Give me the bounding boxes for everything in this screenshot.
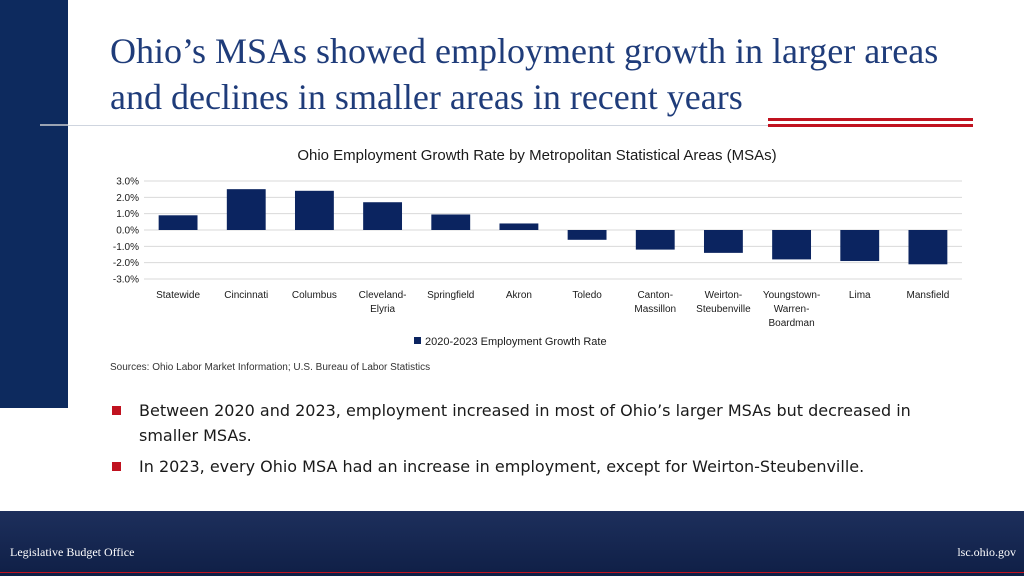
bar bbox=[840, 230, 880, 262]
y-tick-label: 2.0% bbox=[116, 193, 139, 204]
bars bbox=[158, 189, 948, 265]
red-line-1 bbox=[768, 118, 973, 121]
footer-website: lsc.ohio.gov bbox=[957, 545, 1016, 559]
x-tick-label: Youngstown-Warren-Boardman bbox=[763, 290, 820, 329]
bar bbox=[499, 223, 539, 230]
left-accent-bar bbox=[0, 0, 68, 408]
legend-label: 2020-2023 Employment Growth Rate bbox=[425, 336, 607, 348]
y-tick-label: 0.0% bbox=[116, 226, 139, 237]
legend-swatch bbox=[414, 337, 421, 344]
x-tick-label: Columbus bbox=[292, 290, 337, 301]
bullet-list: Between 2020 and 2023, employment increa… bbox=[112, 398, 972, 485]
red-line-2 bbox=[768, 124, 973, 127]
x-tick-label: Mansfield bbox=[907, 290, 950, 301]
x-tick-label: Weirton-Steubenville bbox=[696, 290, 751, 315]
x-tick-label: Cleveland-Elyria bbox=[359, 290, 407, 315]
y-tick-label: -1.0% bbox=[113, 242, 139, 253]
bullet-text: In 2023, every Ohio MSA had an increase … bbox=[139, 457, 865, 476]
bullet-text: Between 2020 and 2023, employment increa… bbox=[139, 401, 911, 445]
x-tick-label: Cincinnati bbox=[224, 290, 268, 301]
y-tick-label: -3.0% bbox=[113, 275, 139, 286]
bar bbox=[772, 230, 812, 260]
y-tick-label: 1.0% bbox=[116, 209, 139, 220]
x-tick-label: Statewide bbox=[156, 290, 200, 301]
title-divider-accent bbox=[40, 124, 68, 126]
slide-title: Ohio’s MSAs showed employment growth in … bbox=[110, 31, 939, 117]
x-tick-label: Toledo bbox=[572, 290, 602, 301]
bullet-square-icon bbox=[112, 462, 121, 471]
bar bbox=[226, 189, 266, 230]
bar bbox=[158, 215, 198, 230]
bullet-item: Between 2020 and 2023, employment increa… bbox=[112, 398, 972, 448]
x-tick-label: Lima bbox=[849, 290, 871, 301]
x-tick-label: Canton-Massillon bbox=[634, 290, 676, 315]
sources-note: Sources: Ohio Labor Market Information; … bbox=[110, 362, 431, 373]
gridlines bbox=[144, 180, 962, 280]
x-axis-labels: Statewide Cincinnati Columbus Cleveland-Ely… bbox=[156, 290, 949, 329]
title-divider bbox=[40, 125, 800, 126]
employment-growth-chart: Ohio Employment Growth Rate by Metropoli… bbox=[113, 147, 962, 348]
bar bbox=[363, 202, 403, 230]
y-axis-ticks: 3.0% 2.0% 1.0% 0.0% -1.0% -2.0% -3.0% bbox=[113, 177, 139, 286]
x-tick-label: Springfield bbox=[427, 290, 474, 301]
chart-title: Ohio Employment Growth Rate by Metropoli… bbox=[297, 147, 776, 164]
y-tick-label: 3.0% bbox=[116, 177, 139, 188]
legend: 2020-2023 Employment Growth Rate bbox=[414, 336, 607, 348]
y-tick-label: -2.0% bbox=[113, 258, 139, 269]
red-accent-lines bbox=[768, 118, 973, 134]
bar bbox=[908, 230, 948, 265]
bar bbox=[294, 190, 334, 230]
footer-bar: Legislative Budget Office lsc.ohio.gov bbox=[0, 511, 1024, 576]
bar bbox=[703, 230, 743, 253]
footer-red-line bbox=[0, 572, 1024, 573]
bar bbox=[567, 230, 607, 240]
footer-org-name: Legislative Budget Office bbox=[10, 545, 135, 559]
bar bbox=[431, 214, 471, 230]
bullet-item: In 2023, every Ohio MSA had an increase … bbox=[112, 454, 972, 479]
x-tick-label: Akron bbox=[506, 290, 532, 301]
bullet-square-icon bbox=[112, 406, 121, 415]
bar bbox=[635, 230, 675, 250]
